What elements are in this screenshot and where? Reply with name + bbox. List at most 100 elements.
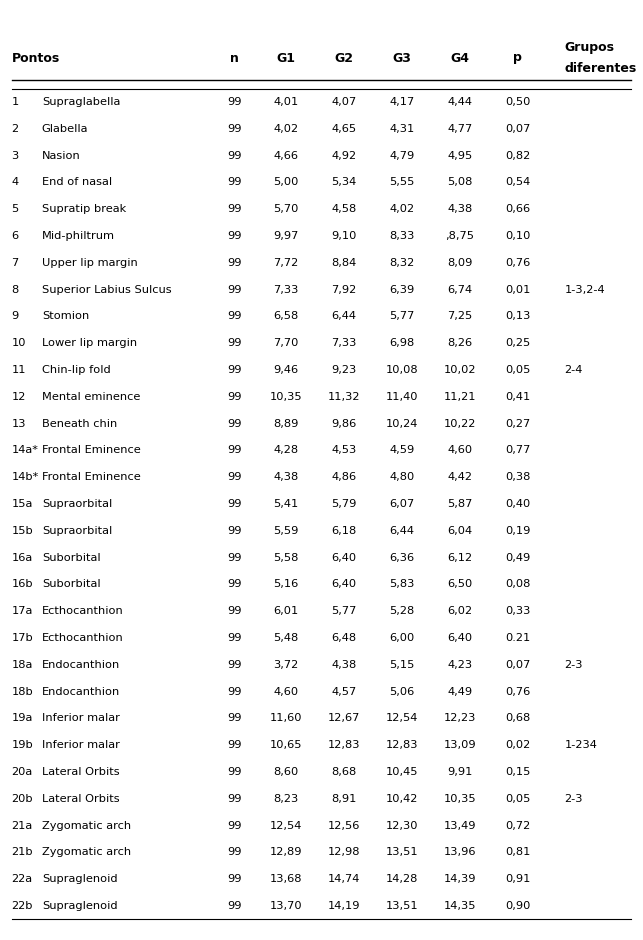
Text: 0,38: 0,38 [505, 472, 530, 482]
Text: 13,96: 13,96 [444, 847, 476, 857]
Text: Glabella: Glabella [42, 124, 88, 133]
Text: 8,84: 8,84 [331, 258, 357, 268]
Text: 4,01: 4,01 [273, 97, 299, 107]
Text: 99: 99 [228, 150, 242, 161]
Text: 99: 99 [228, 418, 242, 429]
Text: 6,12: 6,12 [447, 553, 473, 562]
Text: Lateral Orbits: Lateral Orbits [42, 767, 120, 776]
Text: 0,50: 0,50 [505, 97, 530, 107]
Text: Chin-lip fold: Chin-lip fold [42, 365, 111, 375]
Text: 13: 13 [12, 418, 26, 429]
Text: G4: G4 [450, 52, 469, 65]
Text: 21b: 21b [12, 847, 33, 857]
Text: 14,39: 14,39 [444, 874, 476, 885]
Text: Ecthocanthion: Ecthocanthion [42, 633, 123, 643]
Text: 6,40: 6,40 [331, 553, 357, 562]
Text: 5,00: 5,00 [273, 178, 299, 187]
Text: 8,89: 8,89 [273, 418, 299, 429]
Text: 6,58: 6,58 [273, 311, 299, 321]
Text: 99: 99 [228, 204, 242, 214]
Text: 4,65: 4,65 [331, 124, 357, 133]
Text: 6,36: 6,36 [389, 553, 415, 562]
Text: End of nasal: End of nasal [42, 178, 112, 187]
Text: 6,18: 6,18 [331, 525, 357, 536]
Text: 13,68: 13,68 [270, 874, 302, 885]
Text: Upper lip margin: Upper lip margin [42, 258, 138, 268]
Text: 99: 99 [228, 901, 242, 911]
Text: Suborbital: Suborbital [42, 579, 100, 589]
Text: 13,49: 13,49 [444, 821, 476, 831]
Text: 10,65: 10,65 [270, 740, 302, 750]
Text: 0,05: 0,05 [505, 793, 530, 804]
Text: 99: 99 [228, 660, 242, 669]
Text: 0,66: 0,66 [505, 204, 530, 214]
Text: Supraorbital: Supraorbital [42, 525, 112, 536]
Text: 99: 99 [228, 767, 242, 776]
Text: 11: 11 [12, 365, 26, 375]
Text: 0,76: 0,76 [505, 258, 530, 268]
Text: 99: 99 [228, 472, 242, 482]
Text: 0,81: 0,81 [505, 847, 530, 857]
Text: 16b: 16b [12, 579, 33, 589]
Text: 12,83: 12,83 [328, 740, 360, 750]
Text: 7,25: 7,25 [447, 311, 473, 321]
Text: Endocanthion: Endocanthion [42, 660, 120, 669]
Text: 10,35: 10,35 [444, 793, 476, 804]
Text: 0,01: 0,01 [505, 285, 530, 294]
Text: 0,82: 0,82 [505, 150, 530, 161]
Text: 99: 99 [228, 740, 242, 750]
Text: Inferior malar: Inferior malar [42, 713, 120, 723]
Text: 0,33: 0,33 [505, 606, 530, 616]
Text: Supraglenoid: Supraglenoid [42, 874, 118, 885]
Text: 0,77: 0,77 [505, 446, 530, 455]
Text: 1-234: 1-234 [565, 740, 597, 750]
Text: 4,79: 4,79 [389, 150, 415, 161]
Text: 9,46: 9,46 [273, 365, 299, 375]
Text: 7: 7 [12, 258, 19, 268]
Text: 5,41: 5,41 [273, 499, 299, 509]
Text: 14a*: 14a* [12, 446, 39, 455]
Text: 2: 2 [12, 124, 19, 133]
Text: 3: 3 [12, 150, 19, 161]
Text: 0,91: 0,91 [505, 874, 530, 885]
Text: Endocanthion: Endocanthion [42, 686, 120, 697]
Text: 3,72: 3,72 [273, 660, 299, 669]
Text: 11,60: 11,60 [270, 713, 302, 723]
Text: 1: 1 [12, 97, 19, 107]
Text: 6,39: 6,39 [389, 285, 415, 294]
Text: 12,23: 12,23 [444, 713, 476, 723]
Text: 13,51: 13,51 [386, 847, 418, 857]
Text: 8,33: 8,33 [389, 231, 415, 241]
Text: 0,27: 0,27 [505, 418, 530, 429]
Text: 12,56: 12,56 [328, 821, 360, 831]
Text: 99: 99 [228, 553, 242, 562]
Text: 4,60: 4,60 [273, 686, 299, 697]
Text: 15a: 15a [12, 499, 33, 509]
Text: 5,79: 5,79 [331, 499, 357, 509]
Text: 9: 9 [12, 311, 19, 321]
Text: 7,72: 7,72 [273, 258, 299, 268]
Text: Inferior malar: Inferior malar [42, 740, 120, 750]
Text: 0,15: 0,15 [505, 767, 530, 776]
Text: Pontos: Pontos [12, 52, 60, 65]
Text: 0,49: 0,49 [505, 553, 530, 562]
Text: 5,77: 5,77 [331, 606, 357, 616]
Text: 10,42: 10,42 [386, 793, 418, 804]
Text: Suborbital: Suborbital [42, 553, 100, 562]
Text: 10,22: 10,22 [444, 418, 476, 429]
Text: 4,66: 4,66 [274, 150, 298, 161]
Text: 4,17: 4,17 [389, 97, 415, 107]
Text: 8,23: 8,23 [273, 793, 299, 804]
Text: 0,02: 0,02 [505, 740, 530, 750]
Text: 99: 99 [228, 713, 242, 723]
Text: 2-3: 2-3 [565, 660, 583, 669]
Text: 4,23: 4,23 [447, 660, 473, 669]
Text: 9,97: 9,97 [273, 231, 299, 241]
Text: 4,02: 4,02 [389, 204, 415, 214]
Text: 0,68: 0,68 [505, 713, 530, 723]
Text: 12,89: 12,89 [270, 847, 302, 857]
Text: 6,40: 6,40 [447, 633, 473, 643]
Text: 12: 12 [12, 392, 26, 401]
Text: Mental eminence: Mental eminence [42, 392, 140, 401]
Text: 0,25: 0,25 [505, 338, 530, 348]
